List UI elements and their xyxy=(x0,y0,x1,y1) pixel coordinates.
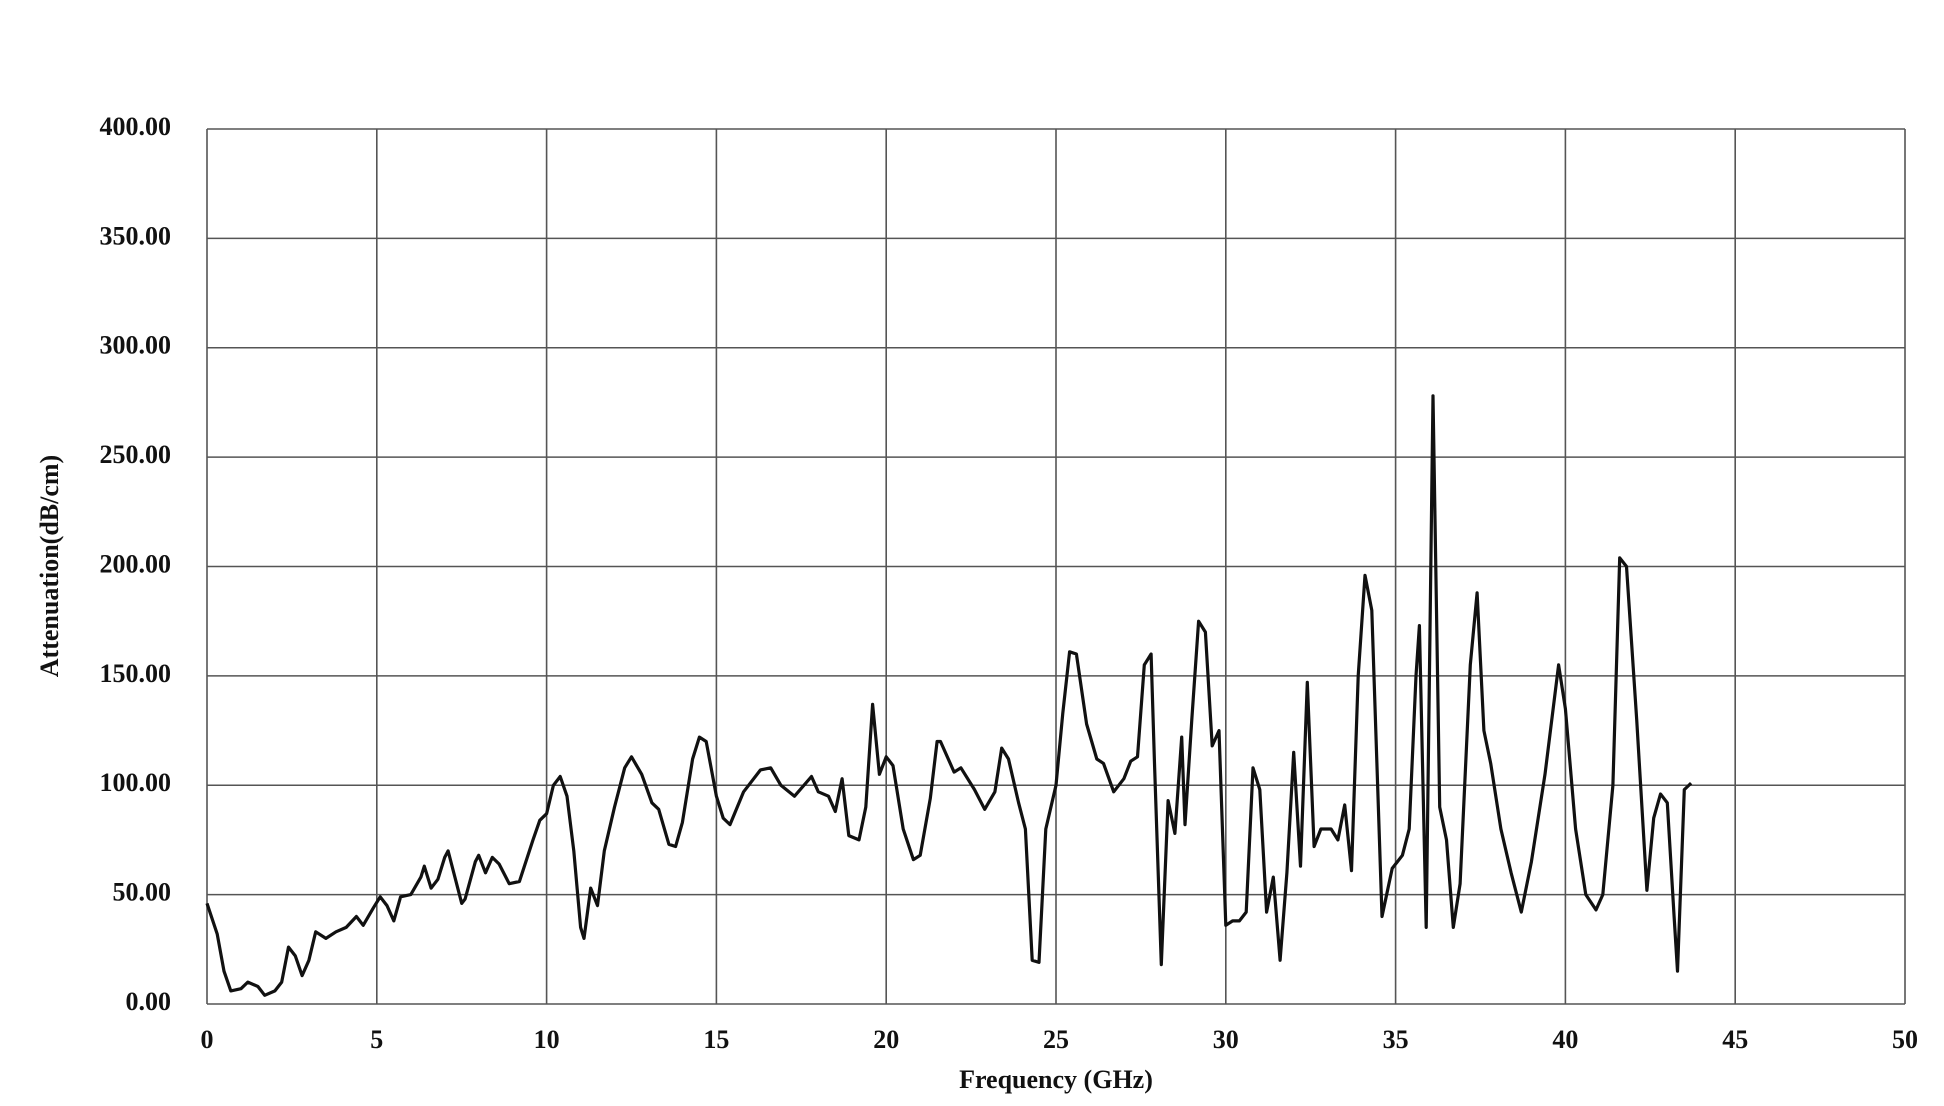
x-axis-title: Frequency (GHz) xyxy=(959,1065,1153,1094)
x-tick-label: 10 xyxy=(534,1025,560,1054)
x-tick-label: 35 xyxy=(1383,1025,1409,1054)
y-tick-label: 400.00 xyxy=(100,112,172,141)
x-tick-label: 25 xyxy=(1043,1025,1069,1054)
x-tick-label: 5 xyxy=(370,1025,383,1054)
x-tick-label: 30 xyxy=(1213,1025,1239,1054)
y-tick-label: 100.00 xyxy=(100,768,172,797)
y-tick-label: 200.00 xyxy=(100,549,172,578)
y-tick-label: 350.00 xyxy=(100,221,172,250)
x-tick-label: 50 xyxy=(1892,1025,1918,1054)
y-tick-label: 0.00 xyxy=(126,987,172,1016)
y-tick-label: 150.00 xyxy=(100,659,172,688)
data-line xyxy=(205,394,1693,997)
y-tick-label: 50.00 xyxy=(113,878,172,907)
y-tick-label: 300.00 xyxy=(100,331,172,360)
x-tick-label: 40 xyxy=(1552,1025,1578,1054)
x-tick-label: 20 xyxy=(873,1025,899,1054)
x-tick-label: 45 xyxy=(1722,1025,1748,1054)
x-tick-label: 0 xyxy=(201,1025,214,1054)
x-tick-label: 15 xyxy=(703,1025,729,1054)
y-tick-label: 250.00 xyxy=(100,440,172,469)
y-axis-title: Attenuation(dB/cm) xyxy=(35,455,64,677)
